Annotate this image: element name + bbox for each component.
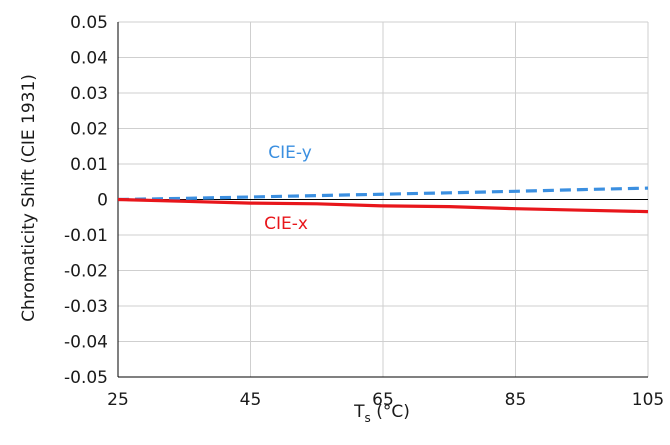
x-axis-title-sub: s <box>365 411 371 425</box>
y-tick-label: -0.01 <box>64 226 108 246</box>
x-tick-label: 65 <box>372 390 394 410</box>
x-tick-label: 45 <box>240 390 262 410</box>
y-tick-label: 0 <box>97 191 108 211</box>
y-tick-label: -0.04 <box>64 333 108 353</box>
x-tick-label: 25 <box>107 390 129 410</box>
y-tick-label: -0.02 <box>64 262 108 282</box>
x-axis-title: Ts (°C) <box>353 402 410 425</box>
series-label-cie-y: CIE-y <box>268 143 312 163</box>
x-tick-label: 85 <box>505 390 527 410</box>
x-axis-title-unit: (°C) <box>371 402 410 422</box>
x-axis-title-main: T <box>353 402 365 422</box>
series-line-cie-y <box>117 186 649 202</box>
y-tick-label: 0.02 <box>70 120 108 140</box>
y-tick-label: -0.05 <box>64 368 108 388</box>
y-tick-label: 0.04 <box>70 49 108 69</box>
y-tick-label: -0.03 <box>64 297 108 317</box>
series-line-cie-x <box>117 197 649 214</box>
series-label-cie-x: CIE-x <box>264 214 308 234</box>
y-tick-label: 0.01 <box>70 155 108 175</box>
tick-labels: 0.05 0.04 0.03 0.02 0.01 0 -0.01 -0.02 -0.03 -0.0… <box>64 13 664 410</box>
y-tick-label: 0.05 <box>70 13 108 33</box>
series-lines <box>117 186 649 214</box>
y-tick-label: 0.03 <box>70 84 108 104</box>
series-labels: CIE-y CIE-x <box>264 143 312 234</box>
y-axis-title: Chromaticity Shift (CIE 1931) <box>19 74 39 322</box>
x-tick-label: 105 <box>632 390 664 410</box>
